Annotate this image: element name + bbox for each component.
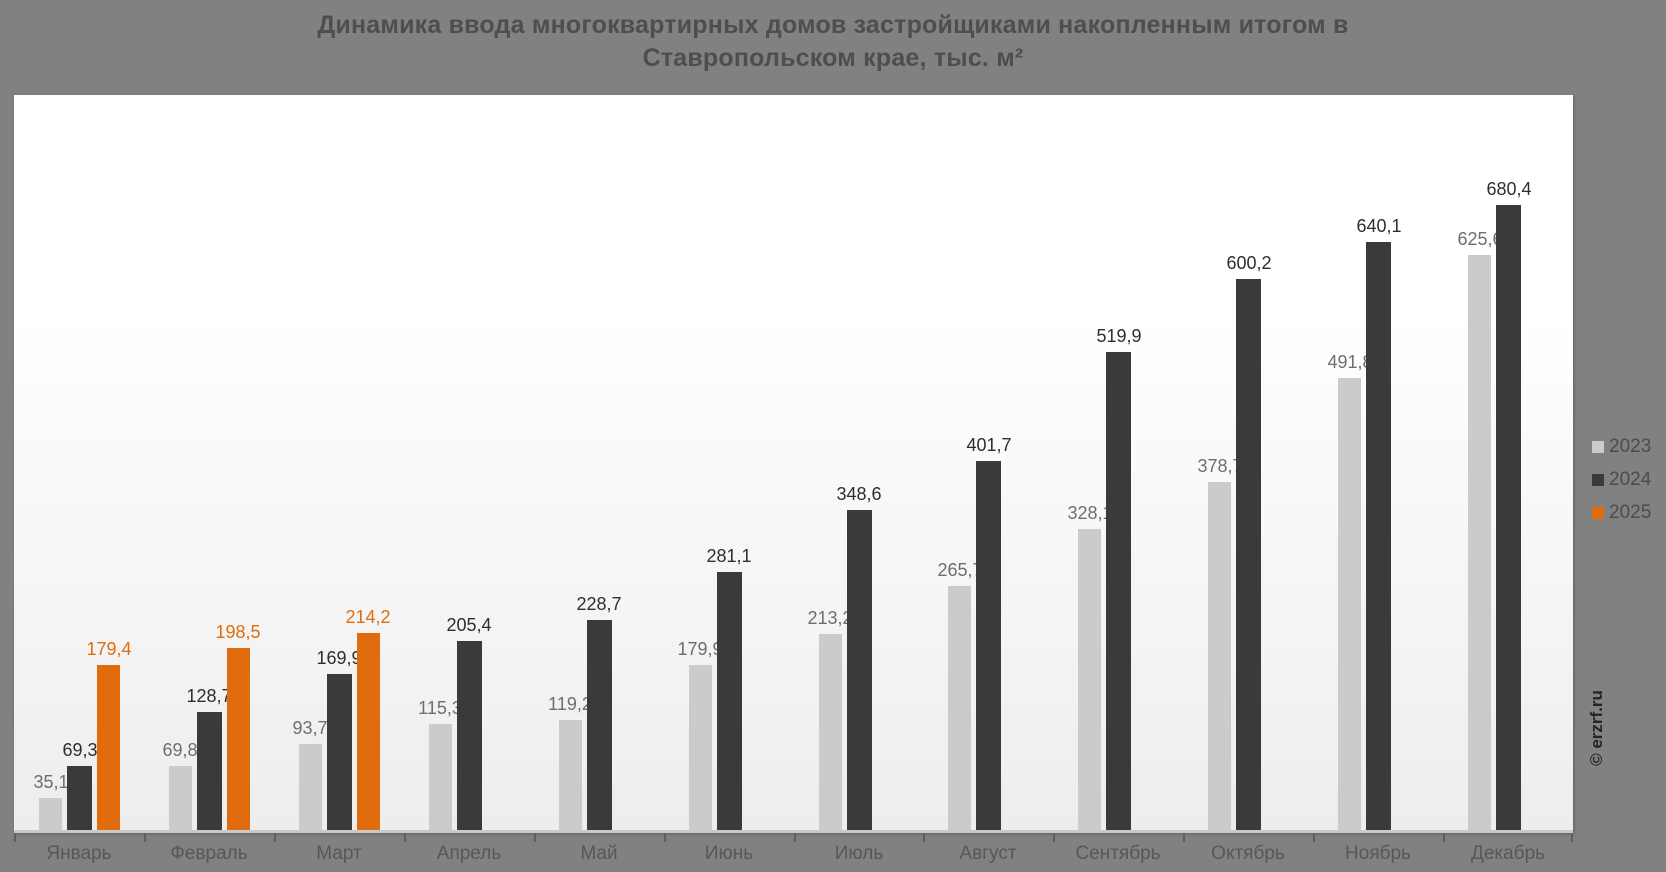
bar-value-2024-Сентябрь: 519,9 xyxy=(1096,326,1142,346)
bar-value-2024-Апрель: 205,4 xyxy=(446,615,492,635)
legend: 2023 2024 2025 xyxy=(1592,436,1651,535)
bar-2024-Июнь xyxy=(717,572,742,830)
bar-value-2024-Август: 401,7 xyxy=(966,435,1012,455)
bar-2023-Май xyxy=(559,720,582,830)
bar-2024-Февраль xyxy=(197,712,222,830)
x-axis-tick xyxy=(534,833,536,842)
bar-2024-Август xyxy=(976,461,1001,830)
x-axis-label-Август: Август xyxy=(959,843,1017,864)
bar-2023-Октябрь xyxy=(1208,482,1231,830)
legend-label: 2025 xyxy=(1609,502,1652,523)
bar-value-2023-Май: 119,2 xyxy=(548,694,592,714)
x-axis-tick xyxy=(1053,833,1055,842)
bar-2023-Июль xyxy=(819,634,842,830)
x-axis-tick xyxy=(1183,833,1185,842)
bar-2024-Январь xyxy=(67,766,92,830)
bar-value-2024-Июнь: 281,1 xyxy=(706,546,752,566)
x-axis-labels: Январь Февраль Март Апрель Май Июнь Июль Август… xyxy=(14,843,1573,869)
bar-value-2023-Июнь: 179,9 xyxy=(677,639,723,659)
bar-value-2024-Декабрь: 680,4 xyxy=(1486,179,1532,199)
bar-value-2025-Январь: 179,4 xyxy=(86,639,132,659)
legend-swatch-icon xyxy=(1592,474,1604,486)
x-axis-tick xyxy=(144,833,146,842)
bar-2023-Январь xyxy=(39,798,62,830)
x-axis-label-Октябрь: Октябрь xyxy=(1211,843,1285,864)
bar-2023-Ноябрь xyxy=(1338,378,1361,830)
bar-value-2023-Декабрь: 625,6 xyxy=(1457,229,1503,249)
x-axis-label-Январь: Январь xyxy=(46,843,112,864)
bar-value-2024-Ноябрь: 640,1 xyxy=(1356,216,1402,236)
legend-label: 2024 xyxy=(1609,469,1652,490)
bar-value-2025-Март: 214,2 xyxy=(345,607,391,627)
legend-item-2024[interactable]: 2024 xyxy=(1592,469,1651,491)
legend-label: 2023 xyxy=(1609,436,1652,457)
bar-2025-Февраль xyxy=(227,648,250,830)
bar-value-2023-Октябрь: 378,7 xyxy=(1197,456,1243,476)
watermark-text: © erzrf.ru xyxy=(1587,690,1606,766)
bar-2024-Июль xyxy=(847,510,872,830)
x-axis-tick xyxy=(404,833,406,842)
bar-value-2023-Январь: 35,1 xyxy=(33,772,69,792)
x-axis-tick xyxy=(923,833,925,842)
x-axis-tick xyxy=(794,833,796,842)
x-axis-label-Июль: Июль xyxy=(834,843,884,864)
x-axis-label-Март: Март xyxy=(316,843,362,864)
bar-value-2024-Январь: 69,3 xyxy=(62,740,98,760)
bar-value-2023-Апрель: 115,3 xyxy=(418,698,462,718)
bar-2024-Октябрь xyxy=(1236,279,1261,830)
bar-2023-Апрель xyxy=(429,724,452,830)
bar-value-2024-Март: 169,9 xyxy=(316,648,362,668)
x-axis-label-Ноябрь: Ноябрь xyxy=(1345,843,1411,864)
bar-value-2023-Ноябрь: 491,8 xyxy=(1327,352,1373,372)
x-axis-label-Февраль: Февраль xyxy=(170,843,248,864)
bar-2023-Февраль xyxy=(169,766,192,830)
bar-2023-Сентябрь xyxy=(1078,529,1101,830)
bar-2024-Март xyxy=(327,674,352,830)
x-axis-label-Декабрь: Декабрь xyxy=(1470,843,1546,864)
bar-2024-Ноябрь xyxy=(1366,242,1391,830)
x-axis-ticks xyxy=(14,833,1573,843)
bar-value-2024-Май: 228,7 xyxy=(576,594,622,614)
bar-2025-Март xyxy=(357,633,380,830)
bar-value-2024-Октябрь: 600,2 xyxy=(1226,253,1272,273)
bar-2023-Декабрь xyxy=(1468,255,1491,830)
bar-2024-Май xyxy=(587,620,612,830)
bar-value-2023-Сентябрь: 328,1 xyxy=(1067,503,1113,523)
chart-title-line2: Ставропольском крае, тыс. м² xyxy=(642,44,1024,72)
bar-2024-Декабрь xyxy=(1496,205,1521,830)
x-axis-tick xyxy=(274,833,276,842)
x-axis-tick xyxy=(1571,833,1573,842)
bar-2024-Апрель xyxy=(457,641,482,830)
x-axis-label-Апрель: Апрель xyxy=(436,843,502,864)
bar-2023-Июнь xyxy=(689,665,712,830)
bar-2023-Март xyxy=(299,744,322,830)
x-axis-label-Июнь: Июнь xyxy=(704,843,754,864)
legend-swatch-icon xyxy=(1592,507,1604,519)
bar-2024-Сентябрь xyxy=(1106,352,1131,830)
bar-value-2023-Февраль: 69,8 xyxy=(162,740,198,760)
bar-value-2024-Июль: 348,6 xyxy=(836,484,882,504)
bar-value-2025-Февраль: 198,5 xyxy=(215,622,261,642)
bar-value-2023-Август: 265,7 xyxy=(937,560,983,580)
plot-area: 35,1 69,3 179,4 69,8 128,7 198,5 93,7 169,9 214,… xyxy=(14,95,1573,833)
chart-title: Динамика ввода многоквартирных домов зас… xyxy=(0,9,1666,75)
x-axis-label-Сентябрь: Сентябрь xyxy=(1075,843,1161,864)
legend-item-2023[interactable]: 2023 xyxy=(1592,436,1651,458)
x-axis-tick xyxy=(1443,833,1445,842)
bar-value-2023-Март: 93,7 xyxy=(292,718,328,738)
x-axis-tick xyxy=(664,833,666,842)
x-axis-tick xyxy=(1313,833,1315,842)
x-axis-tick xyxy=(14,833,16,842)
legend-item-2025[interactable]: 2025 xyxy=(1592,502,1651,524)
x-axis-label-Май: Май xyxy=(580,843,618,864)
bar-2025-Январь xyxy=(97,665,120,830)
legend-swatch-icon xyxy=(1592,441,1604,453)
bar-value-2023-Июль: 213,2 xyxy=(807,608,853,628)
chart-title-line1: Динамика ввода многоквартирных домов зас… xyxy=(317,11,1349,39)
bar-value-2024-Февраль: 128,7 xyxy=(186,686,232,706)
bar-2023-Август xyxy=(948,586,971,830)
